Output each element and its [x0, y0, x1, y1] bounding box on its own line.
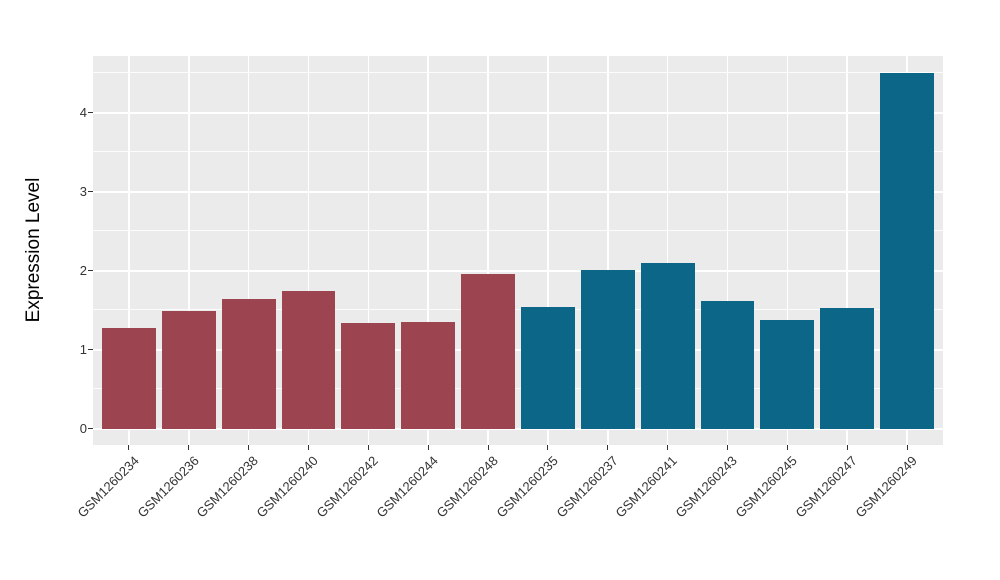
gridline-vertical [367, 56, 370, 445]
bar-GSM1260249 [880, 73, 934, 429]
x-axis-tick-label: GSM1260236 [134, 453, 202, 521]
bar-GSM1260242 [341, 323, 396, 429]
x-axis-tick-label: GSM1260235 [493, 453, 561, 521]
gridline-vertical [427, 56, 429, 445]
gridline-major [93, 348, 943, 351]
gridline-major [93, 269, 943, 272]
x-axis-tick-label: GSM1260247 [792, 453, 860, 521]
x-axis-tick-label: GSM1260234 [74, 453, 142, 521]
gridline-minor [93, 72, 943, 73]
gridline-major [93, 111, 943, 114]
x-axis-tick [727, 445, 728, 450]
x-axis-tick-label: GSM1260248 [433, 453, 501, 521]
gridline-minor [93, 230, 943, 231]
bar-GSM1260245 [760, 320, 815, 429]
bar-GSM1260241 [640, 262, 695, 429]
x-axis-tick-label: GSM1260249 [852, 453, 920, 521]
y-axis-tick [88, 112, 93, 113]
x-axis-tick [906, 445, 908, 450]
gridline-vertical [487, 56, 489, 445]
x-axis-tick [367, 445, 369, 450]
gridline-major [93, 190, 943, 193]
y-axis-tick-label: 1 [79, 341, 87, 357]
x-axis-tick [846, 445, 848, 450]
gridline-vertical [128, 56, 130, 445]
gridline-minor [93, 151, 943, 152]
x-axis-tick-label: GSM1260237 [553, 453, 621, 521]
y-axis-tick-label: 0 [79, 420, 87, 436]
y-axis-tick [88, 270, 93, 271]
x-axis-tick [128, 445, 130, 450]
x-axis-tick [667, 445, 669, 450]
x-axis-tick-label: GSM1260244 [373, 453, 441, 521]
x-axis-tick-label: GSM1260242 [313, 453, 381, 521]
gridline-major [93, 427, 943, 430]
x-axis-tick [547, 445, 549, 450]
y-axis-tick [88, 191, 93, 192]
bar-GSM1260235 [520, 306, 575, 429]
y-axis-tick-label: 3 [79, 183, 87, 199]
x-axis-tick [487, 445, 489, 450]
y-axis-tick [88, 428, 93, 429]
bar-GSM1260237 [580, 269, 635, 429]
bar-GSM1260243 [700, 301, 755, 429]
x-axis-tick-label: GSM1260241 [612, 453, 681, 521]
x-axis-tick-label: GSM1260245 [732, 453, 800, 521]
gridline-minor [93, 388, 943, 389]
gridline-vertical [547, 56, 549, 445]
gridline-vertical [307, 56, 310, 445]
bar-GSM1260247 [820, 307, 875, 429]
plot-panel [93, 56, 943, 445]
bar-GSM1260248 [461, 273, 515, 429]
x-axis-tick-label: GSM1260238 [193, 453, 262, 521]
x-axis-tick [786, 445, 788, 450]
gridline-vertical [846, 56, 848, 445]
x-axis-tick-label: GSM1260240 [253, 453, 322, 521]
gridline-vertical [188, 56, 190, 445]
y-axis-tick-label: 2 [79, 262, 87, 278]
x-axis-tick [607, 445, 609, 450]
gridline-vertical [666, 56, 669, 445]
bar-GSM1260238 [221, 298, 276, 429]
y-axis-tick [88, 349, 93, 350]
bar-GSM1260244 [401, 321, 456, 429]
x-axis-tick-label: GSM1260243 [672, 453, 741, 521]
x-axis-tick [188, 445, 190, 450]
x-axis-tick [307, 445, 309, 450]
x-axis-tick [427, 445, 429, 450]
gridline-minor [93, 309, 943, 310]
gridline-vertical [247, 56, 250, 445]
gridline-vertical [786, 56, 789, 445]
bar-GSM1260234 [101, 328, 156, 429]
gridline-vertical [726, 56, 729, 445]
gridline-vertical [607, 56, 609, 445]
bar-GSM1260240 [281, 291, 336, 429]
x-axis-tick [248, 445, 250, 450]
bar-GSM1260236 [161, 310, 216, 429]
y-axis-tick-label: 4 [79, 104, 87, 120]
